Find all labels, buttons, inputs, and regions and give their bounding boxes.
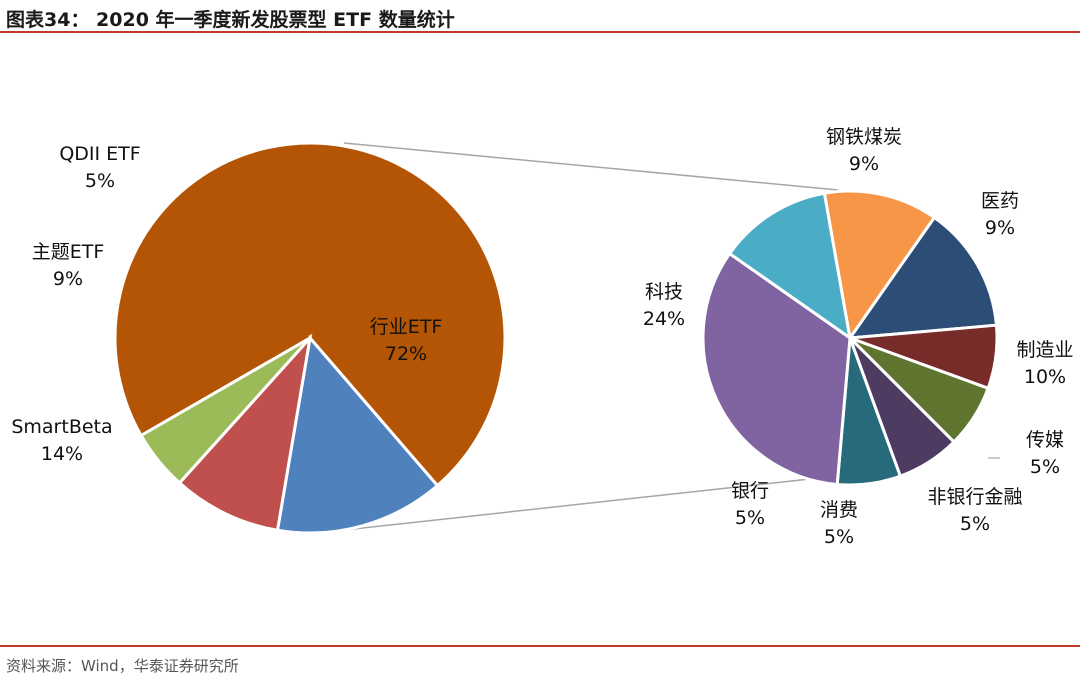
- connector-line-bottom: [343, 478, 811, 531]
- industry-etf-pie: [701, 189, 999, 487]
- etf-type-slice-qdii-etf: [139, 336, 312, 486]
- title-bar: 图表34： 2020 年一季度新发股票型 ETF 数量统计: [0, 0, 1080, 33]
- industry-slice-item-0: [727, 191, 853, 342]
- pie-of-pie-chart: 行业ETF 72% SmartBeta 14% 主题ETF 9% QDII ETF 5% 钢铁煤…: [11, 126, 1073, 548]
- etf-type-label-smartbeta: SmartBeta: [11, 416, 112, 438]
- industry-label-item-1: 医药: [981, 190, 1019, 212]
- source-note: 资料来源：Wind，华泰证券研究所: [6, 657, 239, 675]
- etf-type-slice-etf: [113, 141, 507, 488]
- industry-value-item-3: 5%: [1030, 456, 1060, 478]
- industry-value-item-7: 24%: [643, 308, 685, 330]
- industry-label-item-2: 制造业: [1016, 339, 1073, 361]
- etf-type-label-etf: 主题ETF: [32, 241, 105, 263]
- industry-value-item-4: 5%: [960, 513, 990, 535]
- footer-rule: [0, 645, 1080, 647]
- etf-type-slice-etf: [177, 333, 313, 532]
- industry-slice-item-2: [846, 215, 999, 340]
- etf-type-value-qdii-etf: 5%: [85, 170, 115, 192]
- industry-value-item-0: 9%: [849, 153, 879, 175]
- industry-value-item-5: 5%: [824, 526, 854, 548]
- industry-label-item-0: 钢铁煤炭: [826, 126, 902, 148]
- slice-labels: 行业ETF 72% SmartBeta 14% 主题ETF 9% QDII ETF 5% 钢铁煤…: [11, 126, 1073, 548]
- industry-label-item-6: 银行: [731, 480, 769, 502]
- industry-slice-item-1: [822, 189, 937, 342]
- industry-label-item-5: 消费: [820, 499, 858, 521]
- connector-lines: [343, 142, 839, 531]
- etf-type-slice-smartbeta: [275, 334, 440, 535]
- etf-type-label-etf: 行业ETF: [370, 316, 443, 338]
- industry-label-item-3: 传媒: [1026, 429, 1064, 451]
- figure-title: 图表34： 2020 年一季度新发股票型 ETF 数量统计: [6, 9, 455, 31]
- etf-type-label-qdii-etf: QDII ETF: [59, 143, 140, 165]
- industry-value-item-2: 10%: [1024, 366, 1066, 388]
- etf-type-pie: [113, 141, 507, 535]
- industry-slice-item-7: [701, 251, 852, 487]
- etf-type-value-etf: 9%: [53, 268, 83, 290]
- etf-type-value-etf: 72%: [385, 343, 427, 365]
- industry-value-item-1: 9%: [985, 217, 1015, 239]
- etf-type-value-smartbeta: 14%: [41, 443, 83, 465]
- connector-line-top: [343, 142, 839, 191]
- industry-label-item-7: 科技: [645, 281, 683, 303]
- industry-value-item-6: 5%: [735, 507, 765, 529]
- industry-label-item-4: 非银行金融: [927, 486, 1022, 508]
